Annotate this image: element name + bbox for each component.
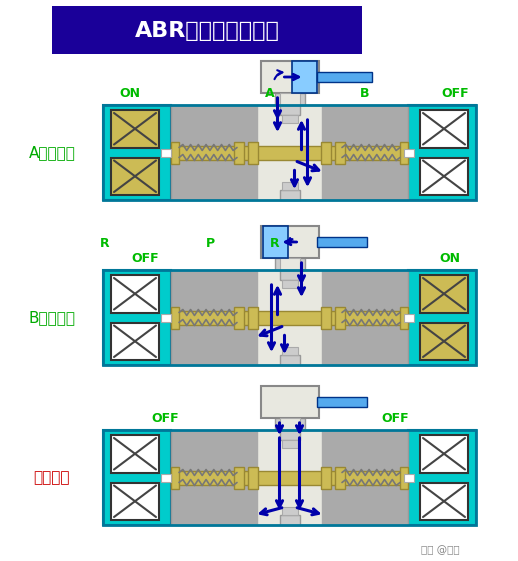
Bar — [420, 323, 468, 360]
Bar — [161, 314, 171, 321]
Bar — [248, 467, 258, 489]
Bar — [275, 418, 305, 430]
Bar — [281, 347, 297, 355]
Bar — [292, 61, 316, 93]
Bar — [103, 270, 171, 365]
Bar — [171, 141, 179, 163]
Bar — [316, 72, 371, 82]
Bar — [281, 182, 297, 190]
Bar — [248, 141, 258, 163]
Bar — [280, 430, 299, 440]
Bar — [111, 158, 159, 195]
Bar — [408, 270, 476, 365]
Bar — [404, 149, 414, 157]
Text: ABR连接【中泄式】: ABR连接【中泄式】 — [135, 21, 279, 41]
Bar — [280, 258, 299, 270]
Text: OFF: OFF — [441, 87, 469, 100]
Text: ON: ON — [120, 87, 140, 100]
Bar — [280, 418, 299, 430]
Text: B唱通电时: B唱通电时 — [28, 310, 76, 325]
Bar — [280, 515, 299, 525]
Bar — [316, 397, 367, 407]
Bar — [103, 430, 171, 525]
Bar — [420, 482, 468, 520]
Bar — [257, 270, 322, 365]
Bar — [321, 467, 331, 489]
Text: 知乎 @老史: 知乎 @老史 — [421, 545, 459, 555]
Bar — [280, 93, 299, 105]
Bar — [257, 430, 322, 525]
Bar — [103, 270, 476, 365]
Bar — [103, 105, 476, 200]
Bar — [275, 93, 305, 105]
Bar — [248, 306, 258, 329]
Text: A: A — [265, 87, 275, 100]
Bar — [111, 323, 159, 360]
Bar — [263, 226, 287, 258]
Bar — [261, 386, 319, 418]
Text: A唱通电时: A唱通电时 — [28, 145, 76, 160]
Bar — [404, 314, 414, 321]
Bar — [171, 467, 179, 489]
Bar — [280, 270, 299, 280]
Bar — [321, 141, 331, 163]
Bar — [171, 310, 408, 324]
Bar — [420, 435, 468, 472]
Bar — [404, 473, 414, 481]
Bar — [111, 482, 159, 520]
Bar — [400, 141, 408, 163]
Bar — [171, 145, 408, 159]
Bar — [171, 306, 179, 329]
Bar — [171, 430, 408, 525]
Text: ON: ON — [439, 252, 461, 265]
Bar — [234, 141, 244, 163]
Bar — [234, 467, 244, 489]
Text: B: B — [360, 87, 370, 100]
Bar — [281, 280, 297, 288]
Bar — [420, 158, 468, 195]
Bar — [111, 110, 159, 148]
Bar — [171, 471, 408, 485]
Text: OFF: OFF — [131, 252, 159, 265]
Bar — [111, 275, 159, 312]
Bar — [261, 226, 319, 258]
Bar — [257, 105, 322, 200]
Bar — [171, 105, 408, 200]
Bar — [420, 275, 468, 312]
Bar — [280, 190, 299, 200]
Bar — [234, 306, 244, 329]
Bar — [261, 61, 319, 93]
Bar — [281, 507, 297, 515]
Bar — [335, 467, 345, 489]
Bar — [321, 306, 331, 329]
Bar — [280, 105, 299, 115]
Bar — [335, 306, 345, 329]
Bar — [408, 430, 476, 525]
Bar — [400, 306, 408, 329]
Bar — [400, 467, 408, 489]
Bar — [281, 440, 297, 448]
Bar — [52, 6, 362, 54]
Bar — [161, 149, 171, 157]
Bar — [103, 430, 476, 525]
Bar — [420, 110, 468, 148]
Bar — [280, 355, 299, 365]
Bar — [335, 141, 345, 163]
Bar — [275, 258, 305, 270]
Bar — [281, 115, 297, 123]
Text: R: R — [270, 237, 280, 250]
Bar — [103, 105, 171, 200]
Bar — [316, 237, 367, 247]
Bar — [408, 105, 476, 200]
Bar — [171, 270, 408, 365]
Text: 不通电时: 不通电时 — [34, 470, 70, 485]
Text: R: R — [100, 237, 110, 250]
Bar — [161, 473, 171, 481]
Bar — [111, 435, 159, 472]
Text: OFF: OFF — [381, 412, 409, 425]
Text: OFF: OFF — [151, 412, 179, 425]
Text: P: P — [206, 237, 214, 250]
